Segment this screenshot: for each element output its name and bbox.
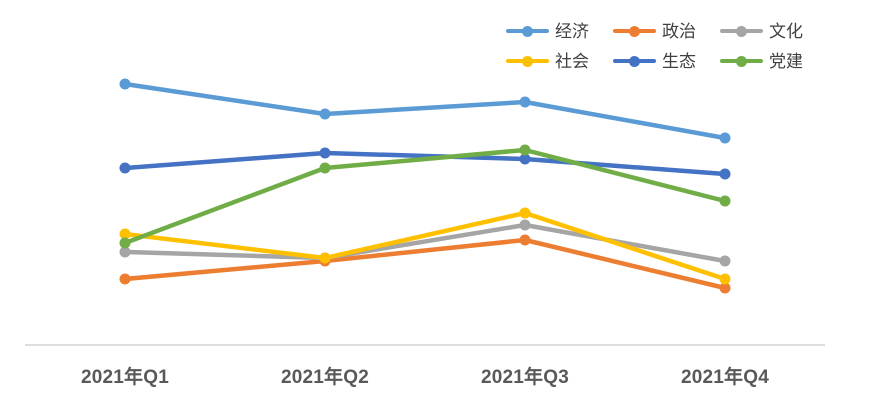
series-marker-社会 bbox=[719, 273, 731, 285]
series-marker-党建 bbox=[719, 195, 731, 207]
series-line-党建 bbox=[122, 147, 728, 246]
series-marker-经济 bbox=[719, 132, 731, 144]
series-marker-生态 bbox=[519, 153, 531, 165]
x-axis-label: 2021年Q2 bbox=[281, 365, 369, 388]
series-marker-政治 bbox=[519, 234, 531, 246]
series-marker-社会 bbox=[319, 252, 331, 264]
legend-line-marker-icon bbox=[506, 55, 549, 67]
legend-line-marker-icon bbox=[506, 25, 549, 37]
x-axis-label: 2021年Q3 bbox=[481, 365, 569, 388]
legend-line-marker-icon bbox=[613, 25, 656, 37]
legend-item-economy: 经济 bbox=[506, 17, 613, 45]
chart-legend: 经济 政治 文化 社会 生态 党建 bbox=[506, 17, 827, 75]
legend-line-marker-icon bbox=[720, 25, 763, 37]
legend-label: 社会 bbox=[555, 51, 589, 71]
legend-item-culture: 文化 bbox=[720, 17, 827, 45]
legend-label: 文化 bbox=[769, 21, 803, 41]
series-marker-党建 bbox=[119, 237, 131, 249]
legend-line-marker-icon bbox=[613, 55, 656, 67]
series-line-社会 bbox=[122, 210, 728, 282]
legend-label: 党建 bbox=[769, 51, 803, 71]
legend-label: 生态 bbox=[662, 51, 696, 71]
series-marker-文化 bbox=[719, 255, 731, 267]
series-marker-党建 bbox=[519, 144, 531, 156]
legend-label: 政治 bbox=[662, 21, 696, 41]
legend-item-politics: 政治 bbox=[613, 17, 720, 45]
legend-item-society: 社会 bbox=[506, 47, 613, 75]
series-line-文化 bbox=[122, 222, 728, 264]
series-line-政治 bbox=[122, 237, 728, 291]
series-marker-经济 bbox=[119, 78, 131, 90]
legend-item-ecology: 生态 bbox=[613, 47, 720, 75]
series-line-经济 bbox=[122, 81, 728, 141]
series-marker-文化 bbox=[119, 246, 131, 258]
series-marker-经济 bbox=[319, 108, 331, 120]
series-marker-政治 bbox=[719, 282, 731, 294]
series-marker-党建 bbox=[319, 162, 331, 174]
x-axis-label: 2021年Q4 bbox=[681, 365, 769, 388]
series-marker-生态 bbox=[319, 147, 331, 159]
series-marker-生态 bbox=[719, 168, 731, 180]
series-marker-文化 bbox=[519, 219, 531, 231]
series-marker-社会 bbox=[519, 207, 531, 219]
legend-item-party-building: 党建 bbox=[720, 47, 827, 75]
series-marker-生态 bbox=[119, 162, 131, 174]
series-marker-经济 bbox=[519, 96, 531, 108]
series-marker-政治 bbox=[119, 273, 131, 285]
legend-line-marker-icon bbox=[720, 55, 763, 67]
legend-label: 经济 bbox=[555, 21, 589, 41]
x-axis-label: 2021年Q1 bbox=[81, 365, 169, 388]
series-line-生态 bbox=[122, 150, 728, 177]
series-marker-社会 bbox=[119, 228, 131, 240]
